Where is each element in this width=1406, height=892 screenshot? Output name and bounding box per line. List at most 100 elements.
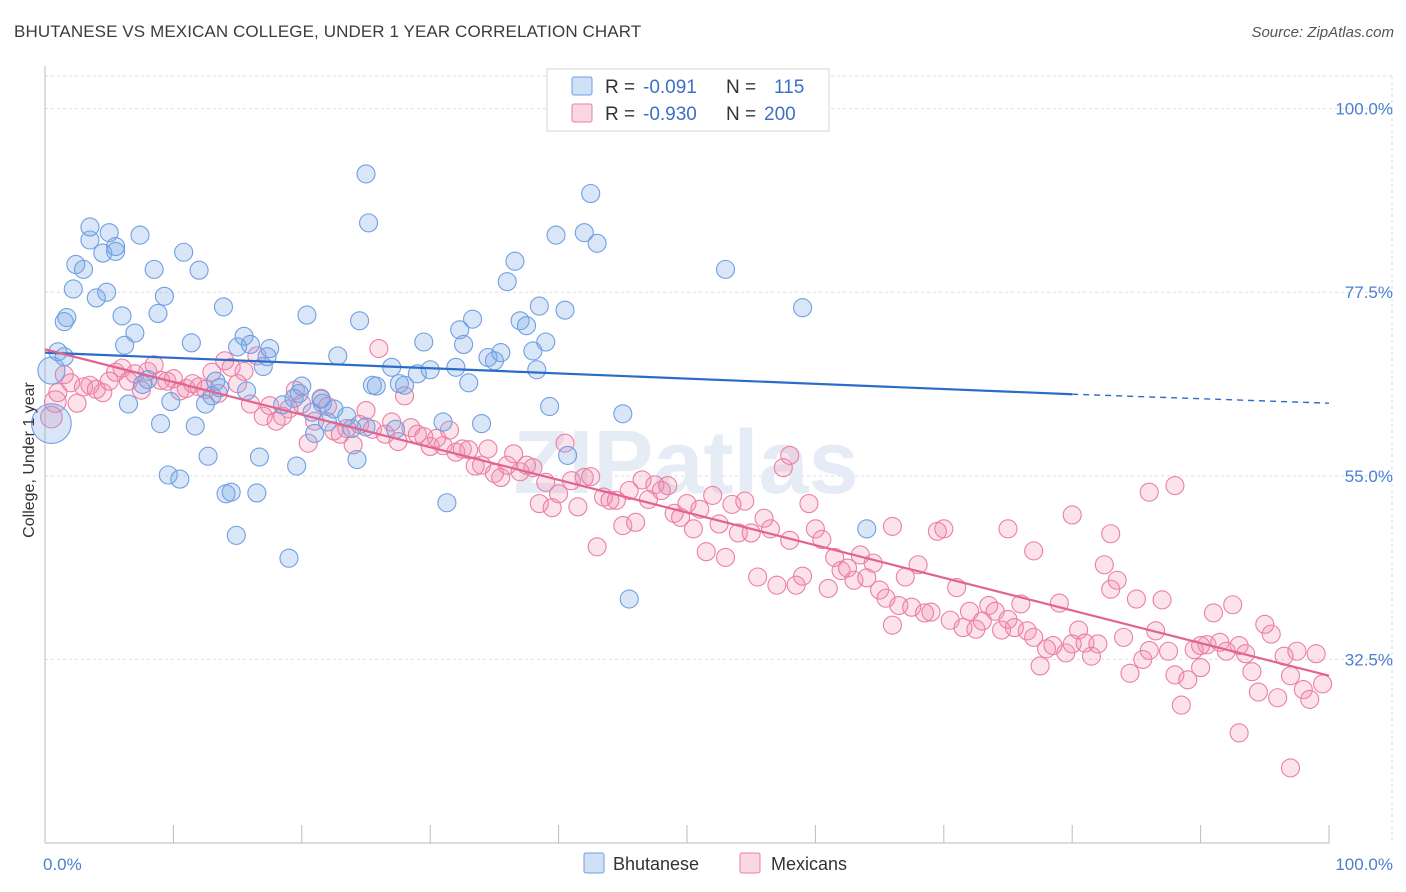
mexicans-point: [651, 480, 671, 501]
bhutanese-point: [472, 414, 492, 434]
bhutanese-point: [240, 334, 260, 355]
mexicans-point: [1165, 476, 1185, 496]
mexicans-point: [914, 603, 935, 623]
bhutanese-point: [420, 360, 440, 380]
legend-n-value-1: 115: [774, 77, 804, 98]
bhutanese-point: [394, 375, 415, 395]
bhutanese-point: [463, 309, 483, 329]
mexicans-point: [619, 480, 639, 501]
mexicans-point: [748, 567, 768, 587]
mexicans-point: [793, 566, 813, 586]
mexicans-point: [1062, 505, 1082, 525]
bhutanese-point: [414, 332, 434, 352]
bhutanese-point: [213, 297, 234, 317]
bhutanese-point: [125, 323, 145, 343]
bhutanese-point: [540, 396, 560, 417]
bhutanese-point: [505, 251, 525, 271]
bhutanese-point: [99, 223, 119, 243]
bhutanese-point: [158, 465, 178, 485]
mexicans-point: [394, 386, 415, 406]
mexicans-point: [626, 512, 646, 532]
mexicans-point: [1101, 524, 1121, 544]
legend-r-label-1: R =: [605, 77, 635, 98]
mexicans-point: [568, 497, 588, 517]
bhutanese-point: [161, 392, 181, 412]
bhutanese-point: [497, 272, 517, 292]
mexicans-point: [1158, 641, 1179, 661]
mexicans-point: [1293, 680, 1313, 700]
bhutanese-point: [279, 548, 299, 568]
mexicans-point: [1242, 662, 1262, 682]
mexicans-point: [812, 529, 832, 550]
bhutanese-point: [80, 230, 100, 250]
mexicans-point: [767, 575, 787, 595]
mexicans-point: [1165, 665, 1185, 685]
mexicans-point: [1139, 640, 1159, 660]
mexicans-point: [555, 433, 575, 453]
x-tick-labels: 0.0% 100.0%: [43, 855, 1393, 874]
bhutanese-point: [260, 338, 280, 359]
mexicans-point: [1280, 666, 1301, 686]
mexicans-point: [1107, 570, 1127, 590]
mexicans-point: [658, 476, 678, 496]
mexicans-point: [805, 519, 825, 539]
mexicans-point: [709, 514, 729, 534]
bhutanese-point: [558, 445, 578, 465]
bhutanese-point: [31, 403, 72, 444]
mexicans-point: [683, 519, 703, 539]
mexicans-points: [40, 338, 1333, 778]
bhutanese-point: [613, 404, 633, 424]
bhutanese-point: [247, 483, 267, 503]
y-tick-label: 100.0%: [1335, 100, 1393, 119]
bhutanese-point: [450, 320, 470, 340]
mexicans-point: [696, 542, 716, 562]
mexicans-point: [959, 601, 980, 621]
bhutanese-point: [857, 519, 877, 539]
watermark: ZIPatlas: [513, 413, 858, 513]
mexicans-point: [934, 519, 954, 539]
bhutanese-point: [587, 233, 607, 253]
axes: [44, 66, 1330, 844]
mexicans-point: [478, 439, 498, 459]
bhutanese-point: [459, 373, 479, 393]
trend-lines: [44, 348, 1330, 677]
bhutanese-point: [144, 259, 164, 279]
mexicans-point: [715, 547, 736, 567]
x-tick-label: 100.0%: [1335, 855, 1393, 874]
mexicans-point: [1191, 658, 1211, 678]
bhutanese-point: [106, 236, 126, 257]
mexicans-point: [613, 516, 633, 536]
mexicans-point: [369, 338, 389, 359]
bhutanese-point: [342, 418, 362, 439]
mexicans-point: [632, 470, 652, 490]
bhutanese-point: [63, 279, 83, 299]
mexicans-point: [1268, 688, 1288, 708]
bhutanese-point: [385, 419, 406, 439]
bottom-legend-label-mexicans: Mexicans: [771, 854, 847, 874]
mexicans-point: [921, 602, 941, 622]
bhutanese-point: [185, 416, 205, 436]
source-note: Source: ZipAtlas.com: [1251, 24, 1394, 41]
mexicans-point: [221, 357, 241, 377]
bhutanese-point: [174, 242, 194, 262]
bhutanese-point: [536, 332, 556, 352]
legend-swatch-bhutanese: [571, 76, 593, 96]
mexicans-point: [1030, 656, 1050, 676]
bottom-legend-swatch-bhutanese: [583, 852, 605, 874]
bhutanese-point: [433, 412, 453, 432]
mexicans-point: [298, 433, 318, 453]
bhutanese-point: [581, 183, 601, 204]
bhutanese-point: [189, 260, 209, 280]
y-axis-title: College, Under 1 year: [21, 382, 38, 538]
mexicans-point: [1171, 695, 1191, 715]
bhutanese-point: [546, 225, 566, 245]
mexicans-point: [882, 516, 902, 536]
mexicans-point: [266, 411, 286, 431]
mexicans-point: [67, 393, 87, 413]
bhutanese-trend-line: [44, 351, 1073, 396]
bhutanese-point: [407, 364, 427, 384]
mexicans-point: [1248, 682, 1268, 702]
legend-swatch-mexicans: [571, 103, 593, 123]
mexicans-point: [1178, 670, 1198, 690]
bhutanese-point: [292, 376, 312, 396]
